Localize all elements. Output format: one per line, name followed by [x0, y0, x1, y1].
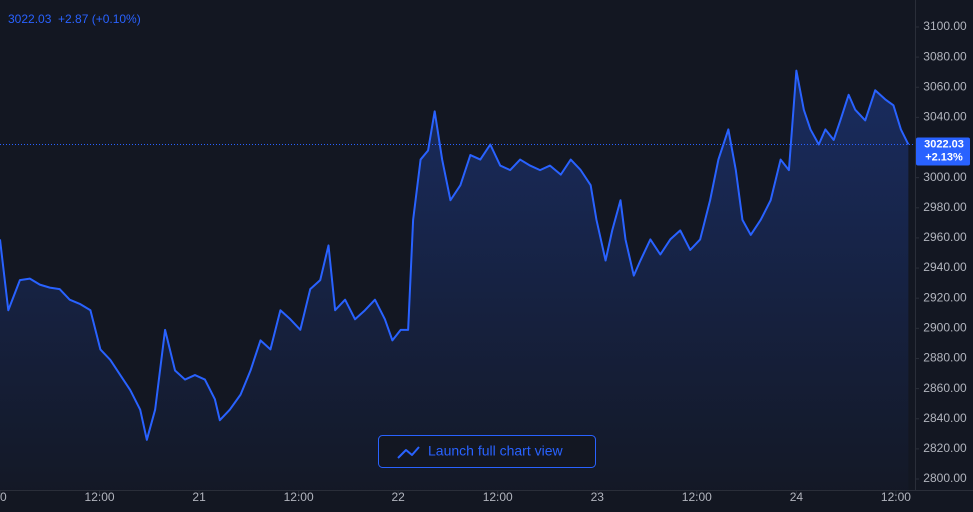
y-tick-label: 2940.00 — [923, 260, 967, 274]
area-fill — [0, 70, 909, 490]
x-tick-label: 22 — [392, 490, 406, 504]
y-tick-label: 2960.00 — [923, 230, 967, 244]
y-tick-label: 3080.00 — [923, 49, 967, 63]
x-tick-label: 12:00 — [483, 490, 513, 504]
x-tick-label: 12:00 — [682, 490, 712, 504]
y-tick-label: 2880.00 — [923, 351, 967, 365]
y-tick-label: 3100.00 — [923, 19, 967, 33]
header-price: 3022.03 — [8, 12, 52, 26]
badge-box — [916, 137, 970, 166]
y-tick-label: 2900.00 — [923, 320, 967, 334]
launch-button[interactable]: Launch full chart view — [378, 435, 596, 468]
y-tick-label: 3060.00 — [923, 79, 967, 93]
badge-change: +2.13% — [925, 151, 963, 163]
header-change: +2.87 (+0.10%) — [58, 12, 141, 26]
y-tick-label: 2980.00 — [923, 200, 967, 214]
y-tick-label: 2840.00 — [923, 411, 967, 425]
y-tick-label: 2920.00 — [923, 290, 967, 304]
price-badge: 3022.03+2.13% — [916, 137, 970, 166]
y-tick-label: 2860.00 — [923, 381, 967, 395]
button-icon[interactable] — [397, 446, 420, 459]
x-tick-label: 21 — [192, 490, 206, 504]
plot-area — [0, 69, 915, 490]
x-tick-label: 12:00 — [85, 490, 115, 504]
x-tick-label: 20 — [0, 490, 7, 504]
x-tick-label: 12:00 — [284, 490, 314, 504]
button-label[interactable]: Launch full chart view — [428, 443, 564, 459]
y-tick-label: 2800.00 — [923, 471, 967, 485]
y-tick-label: 2820.00 — [923, 441, 967, 455]
x-tick-label: 23 — [591, 490, 605, 504]
x-tick-label: 24 — [790, 490, 804, 504]
y-tick-label: 3040.00 — [923, 110, 967, 124]
x-tick-label: 12:00 — [881, 490, 911, 504]
y-tick-label: 3000.00 — [923, 170, 967, 184]
price-line — [0, 69, 910, 441]
badge-price: 3022.03 — [924, 138, 964, 150]
button-frame[interactable] — [378, 435, 596, 468]
